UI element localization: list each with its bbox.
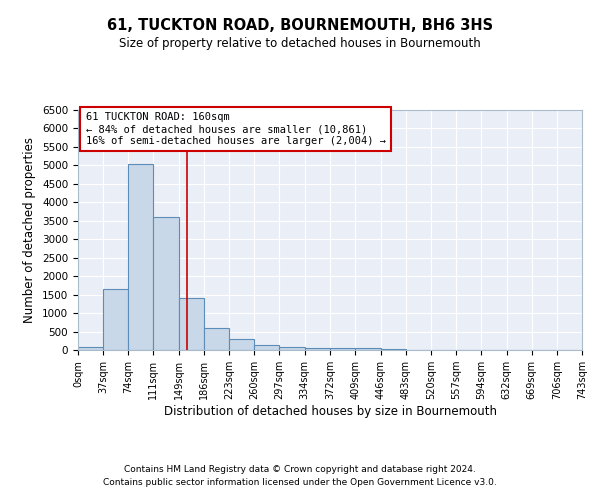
Text: 61, TUCKTON ROAD, BOURNEMOUTH, BH6 3HS: 61, TUCKTON ROAD, BOURNEMOUTH, BH6 3HS: [107, 18, 493, 32]
Bar: [280, 346, 305, 350]
Bar: [355, 348, 380, 350]
Text: Contains HM Land Registry data © Crown copyright and database right 2024.: Contains HM Land Registry data © Crown c…: [124, 465, 476, 474]
Bar: [128, 164, 153, 350]
Bar: [204, 328, 229, 350]
Bar: [153, 217, 179, 350]
Text: Contains public sector information licensed under the Open Government Licence v3: Contains public sector information licen…: [103, 478, 497, 487]
Bar: [305, 348, 331, 350]
X-axis label: Distribution of detached houses by size in Bournemouth: Distribution of detached houses by size …: [163, 405, 497, 418]
Bar: [179, 298, 204, 350]
Text: 61 TUCKTON ROAD: 160sqm
← 84% of detached houses are smaller (10,861)
16% of sem: 61 TUCKTON ROAD: 160sqm ← 84% of detache…: [86, 112, 386, 146]
Bar: [331, 348, 355, 350]
Bar: [380, 349, 406, 350]
Y-axis label: Number of detached properties: Number of detached properties: [23, 137, 37, 323]
Bar: [78, 347, 103, 350]
Bar: [254, 345, 280, 350]
Text: Size of property relative to detached houses in Bournemouth: Size of property relative to detached ho…: [119, 38, 481, 51]
Bar: [229, 340, 254, 350]
Bar: [103, 289, 128, 350]
